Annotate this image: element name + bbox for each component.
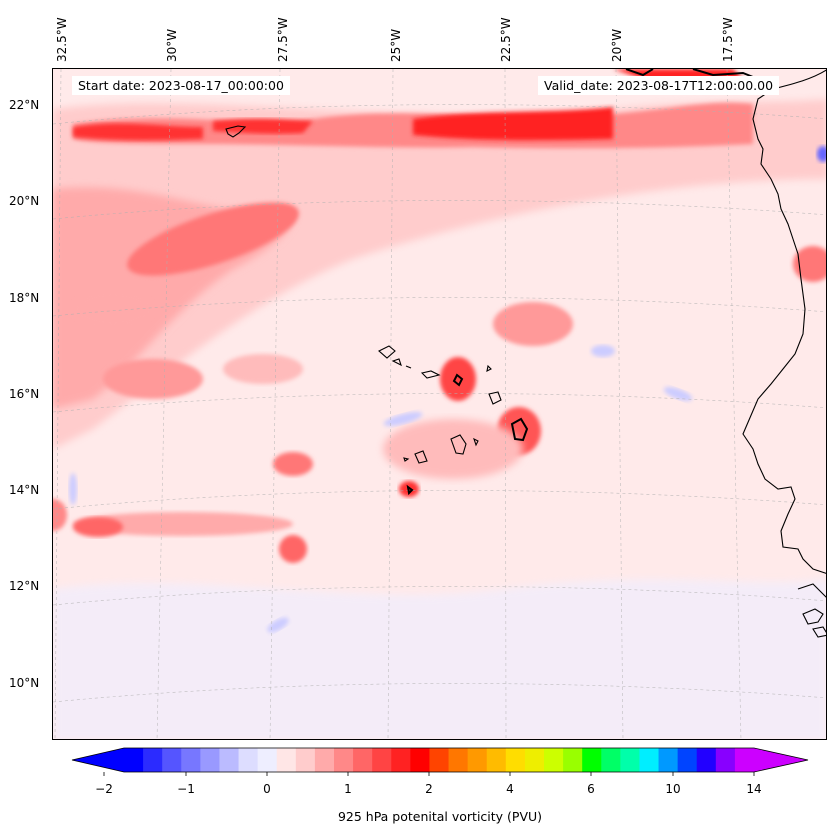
- field-blob-sw5: [53, 499, 67, 531]
- coastline-nw-fragment: [225, 125, 247, 138]
- colorbar-tick-label: 4: [506, 782, 514, 796]
- colorbar-swatch: [162, 748, 182, 772]
- colorbar-swatch: [238, 748, 259, 772]
- lon-label-22-5w: 22.5°W: [499, 17, 513, 62]
- colorbar-swatch: [505, 748, 526, 772]
- colorbar-swatch: [219, 748, 240, 772]
- field-blob-neg-w: [69, 473, 77, 505]
- coastline-bissagos: [802, 608, 824, 625]
- colorbar-swatch: [524, 748, 545, 772]
- colorbar-swatch: [677, 748, 698, 772]
- lat-label-12n: 12°N: [9, 579, 40, 593]
- colorbar-tick-label: −2: [95, 782, 113, 796]
- graticule: [53, 69, 826, 739]
- field-blob-c2: [440, 357, 476, 401]
- field-streak-sw1: [73, 512, 293, 536]
- colorbar-outline: [71, 747, 809, 773]
- field-blob-c4: [383, 419, 523, 479]
- lon-label-30w: 30°W: [165, 28, 179, 62]
- field-blob-c1: [493, 302, 573, 346]
- colorbar-swatch: [429, 748, 450, 772]
- colorbar-swatch: [448, 748, 469, 772]
- colorbar-swatch: [467, 748, 488, 772]
- lat-label-14n: 14°N: [9, 483, 40, 497]
- lon-label-17-5w: 17.5°W: [721, 17, 735, 62]
- field-streak-1: [127, 202, 299, 276]
- lat-label-10n: 10°N: [9, 676, 40, 690]
- lon-label-25w: 25°W: [389, 28, 403, 62]
- colorbar-tick-label: 1: [344, 782, 352, 796]
- colorbar-swatch: [391, 748, 411, 772]
- map-plot-area: [52, 68, 827, 740]
- field-blob-neg-c3: [663, 387, 693, 401]
- colorbar-swatch: [295, 748, 316, 772]
- colorbar-swatch: [353, 748, 373, 772]
- lat-label-18n: 18°N: [9, 291, 40, 305]
- colorbar-tick-label: 10: [665, 782, 681, 796]
- field-blob-e1: [793, 246, 826, 282]
- colorbar-swatch: [734, 748, 755, 772]
- coastline-islet: [812, 626, 826, 638]
- colorbar-tick-label: 2: [425, 782, 433, 796]
- colorbar-tick-label: −1: [177, 782, 195, 796]
- field-band-nw: [53, 99, 826, 449]
- colorbar-swatch: [314, 748, 335, 772]
- lon-label-32-5w: 32.5°W: [55, 17, 69, 62]
- coastline-guinea-bissau: [797, 583, 826, 598]
- colorbar-swatch: [563, 748, 583, 772]
- field-blob-sw4: [279, 535, 307, 563]
- valid-date-label: Valid_date: 2023-08-17T12:00:00.00: [538, 76, 780, 95]
- field-max-n: [213, 118, 313, 134]
- coastline-cape-verde: [378, 345, 529, 496]
- colorbar-swatch: [696, 748, 717, 772]
- colorbar-swatch: [334, 748, 354, 772]
- colorbar-swatch: [181, 748, 201, 772]
- coastline-west-africa: [742, 69, 826, 574]
- field-blob-sw3: [273, 452, 313, 476]
- colorbar-swatch: [143, 748, 163, 772]
- colorbar-min-arrow: [72, 748, 124, 772]
- colorbar-swatch: [276, 748, 297, 772]
- field-max-ne: [413, 107, 613, 141]
- colorbar-tick-label: 6: [587, 782, 595, 796]
- colorbar-swatch: [582, 748, 602, 772]
- lon-label-27-5w: 27.5°W: [276, 17, 290, 62]
- colorbar-swatch: [257, 748, 278, 772]
- field-max-nw: [73, 123, 203, 141]
- field-streak-4: [223, 354, 303, 384]
- colorbar-max-arrow: [754, 748, 808, 772]
- colorbar-swatch: [124, 748, 144, 772]
- lat-label-22n: 22°N: [9, 98, 40, 112]
- lon-label-20w: 20°W: [610, 28, 624, 62]
- colorbar-swatch: [486, 748, 507, 772]
- field-blob-neg-c2: [383, 411, 423, 427]
- colorbar-swatch: [601, 748, 621, 772]
- colorbar-swatch: [620, 748, 640, 772]
- field-blob-neg-c1: [591, 345, 615, 357]
- field-streak-3: [103, 359, 203, 399]
- field-blob-neg-e: [817, 146, 826, 162]
- start-date-label: Start date: 2023-08-17_00:00:00: [72, 76, 290, 95]
- field-blob-neg-s: [267, 617, 289, 633]
- colorbar-swatch: [410, 748, 430, 772]
- field-streak-2: [73, 291, 153, 327]
- colorbar-swatch: [639, 748, 660, 772]
- colorbar-swatch: [658, 748, 679, 772]
- colorbar-label: 925 hPa potenital vorticity (PVU): [337, 809, 543, 824]
- colorbar-swatch: [372, 748, 392, 772]
- colorbar-swatch: [715, 748, 736, 772]
- pv-field-map: [53, 69, 826, 739]
- colorbar-tick-label: 14: [746, 782, 762, 796]
- lat-label-20n: 20°N: [9, 194, 40, 208]
- colorbar-swatch: [200, 748, 220, 772]
- field-streak-sw2: [73, 517, 123, 537]
- colorbar: [71, 747, 809, 776]
- lat-label-16n: 16°N: [9, 387, 40, 401]
- coastline-top-fragment: [625, 69, 654, 77]
- colorbar-swatch: [544, 748, 564, 772]
- colorbar-tick-label: 0: [263, 782, 271, 796]
- field-low-pv-south: [53, 579, 826, 739]
